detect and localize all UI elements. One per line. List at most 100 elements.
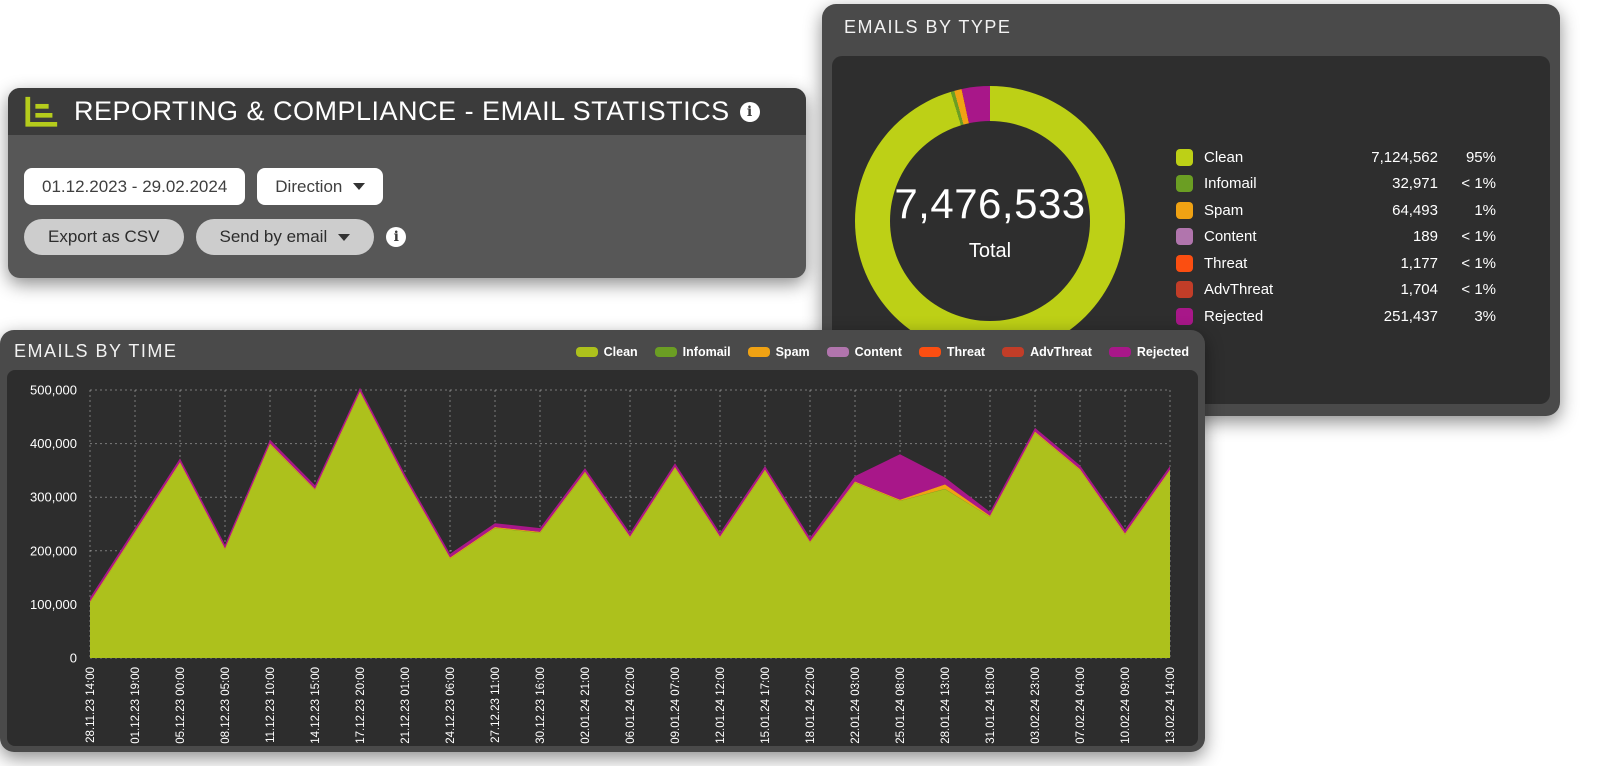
y-axis-tick-label: 300,000 [30,490,77,505]
time-legend-item-infomail[interactable]: Infomail [654,344,731,359]
x-axis-tick-label: 01.12.23 19:00 [130,667,142,744]
legend-swatch [575,346,598,357]
x-axis-tick-label: 31.01.24 18:00 [985,667,997,744]
filter-row: 01.12.2023 - 29.02.2024 Direction [24,168,790,205]
donut-total-value: 7,476,533 [894,179,1086,227]
x-axis-tick-label: 28.11.23 14:00 [85,667,97,743]
legend-swatch [918,346,941,357]
legend-label: Infomail [1204,175,1257,193]
donut-chart[interactable]: 7,476,533 Total [855,86,1125,356]
x-axis-tick-label: 14.12.23 15:00 [310,667,322,744]
emails-by-type-title: EMAILS BY TYPE [844,17,1012,37]
legend-value: 189 [1412,228,1438,246]
type-legend-row-content: Content 189 < 1% [1176,224,1496,251]
legend-label: Content [854,344,902,359]
export-csv-button[interactable]: Export as CSV [24,219,184,255]
info-icon[interactable]: i [739,101,760,122]
legend-swatch [1176,307,1193,325]
x-axis-tick-label: 22.01.24 03:00 [850,667,862,744]
emails-by-time-titlebar: EMAILS BY TIME Clean Infomail Spam Content T… [0,330,1205,362]
legend-swatch [747,346,770,357]
legend-swatch [1176,228,1193,246]
legend-percent: 95% [1465,148,1496,166]
x-axis-tick-label: 13.02.24 14:00 [1165,667,1177,744]
y-axis-tick-label: 500,000 [30,383,77,398]
legend-swatch [1176,148,1193,166]
legend-label: Spam [1204,201,1244,219]
legend-label: Spam [775,344,810,359]
time-legend-item-threat[interactable]: Threat [918,344,986,359]
direction-label: Direction [275,176,343,196]
time-legend-item-advthreat[interactable]: AdvThreat [1002,345,1092,359]
legend-swatch [1176,281,1193,299]
type-legend-row-infomail: Infomail 32,971 < 1% [1176,171,1496,198]
legend-label: Clean [1204,148,1244,166]
x-axis-tick-label: 21.12.23 01:00 [400,667,412,744]
legend-label: Rejected [1204,307,1264,325]
legend-value: 64,493 [1392,201,1438,219]
x-axis-tick-label: 18.01.24 22:00 [805,667,817,744]
x-axis-tick-label: 08.12.23 05:00 [220,667,232,744]
send-by-email-dropdown[interactable]: Send by email [195,219,375,255]
x-axis-tick-label: 03.02.24 23:00 [1030,667,1042,744]
donut-center: 7,476,533 Total [855,86,1125,356]
x-axis-tick-label: 25.01.24 08:00 [895,667,907,744]
x-axis-tick-label: 02.01.24 21:00 [580,667,592,744]
legend-swatch [1002,346,1025,357]
donut-hole [890,121,1090,321]
x-axis-tick-label: 07.02.24 04:00 [1075,667,1087,744]
legend-label: Content [1204,228,1257,246]
type-legend-row-threat: Threat 1,177 < 1% [1176,250,1496,277]
info-icon[interactable]: i [386,227,407,247]
legend-value: 1,177 [1400,254,1438,272]
legend-swatch [1176,201,1193,219]
report-header-body: 01.12.2023 - 29.02.2024 Direction Export… [8,135,806,255]
direction-dropdown[interactable]: Direction [257,168,384,205]
time-area-chart[interactable]: 0 100,000 200,000 300,000 400,000 500,000 28.1… [7,370,1198,746]
y-axis-tick-label: 100,000 [30,597,77,612]
x-axis-tick-label: 06.01.24 02:00 [625,667,637,744]
chevron-down-icon [353,183,366,190]
legend-label: AdvThreat [1204,281,1274,299]
legend-percent: 3% [1474,307,1496,325]
legend-swatch [1176,254,1193,272]
y-axis-tick-label: 0 [70,651,77,666]
type-legend-row-advthreat: AdvThreat 1,704 < 1% [1176,277,1496,304]
emails-by-time-title: EMAILS BY TIME [14,341,178,361]
emails-by-type-legend: Clean 7,124,562 95% Infomail 32,971 < 1% Spam 6… [1176,144,1496,330]
chevron-down-icon [338,233,351,241]
legend-value: 7,124,562 [1371,148,1438,166]
type-legend-row-spam: Spam 64,493 1% [1176,197,1496,224]
time-legend-item-content[interactable]: Content [826,344,902,359]
donut-total-label: Total [968,239,1012,262]
y-axis-tick-label: 200,000 [30,543,77,558]
type-legend-row-clean: Clean 7,124,562 95% [1176,144,1496,171]
x-axis-tick-label: 17.12.23 20:00 [355,667,367,744]
date-range-button[interactable]: 01.12.2023 - 29.02.2024 [24,168,246,205]
legend-label: AdvThreat [1030,344,1092,359]
x-axis-tick-label: 12.01.24 12:00 [715,667,727,744]
x-axis-tick-label: 05.12.23 00:00 [175,667,187,744]
legend-percent: < 1% [1461,281,1496,299]
legend-swatch [826,346,849,357]
time-chart-legend: Clean Infomail Spam Content Threat AdvThreat R… [575,344,1189,359]
x-axis-tick-label: 27.12.23 11:00 [490,667,502,743]
actions-row: Export as CSV Send by email i [24,219,790,255]
legend-value: 251,437 [1383,307,1438,325]
time-legend-item-clean[interactable]: Clean [575,345,638,359]
legend-percent: < 1% [1461,254,1496,272]
legend-label: Infomail [682,344,731,359]
time-legend-item-rejected[interactable]: Rejected [1108,345,1189,359]
legend-value: 1,704 [1400,281,1438,299]
legend-percent: < 1% [1461,175,1496,193]
legend-value: 32,971 [1392,175,1438,193]
legend-swatch [1176,175,1193,193]
legend-percent: < 1% [1461,228,1496,246]
legend-label: Threat [946,344,986,359]
time-legend-item-spam[interactable]: Spam [747,344,810,359]
x-axis-tick-label: 28.01.24 13:00 [940,667,952,744]
legend-label: Threat [1204,254,1248,272]
report-logo-icon [25,96,58,127]
legend-swatch [1108,346,1131,357]
